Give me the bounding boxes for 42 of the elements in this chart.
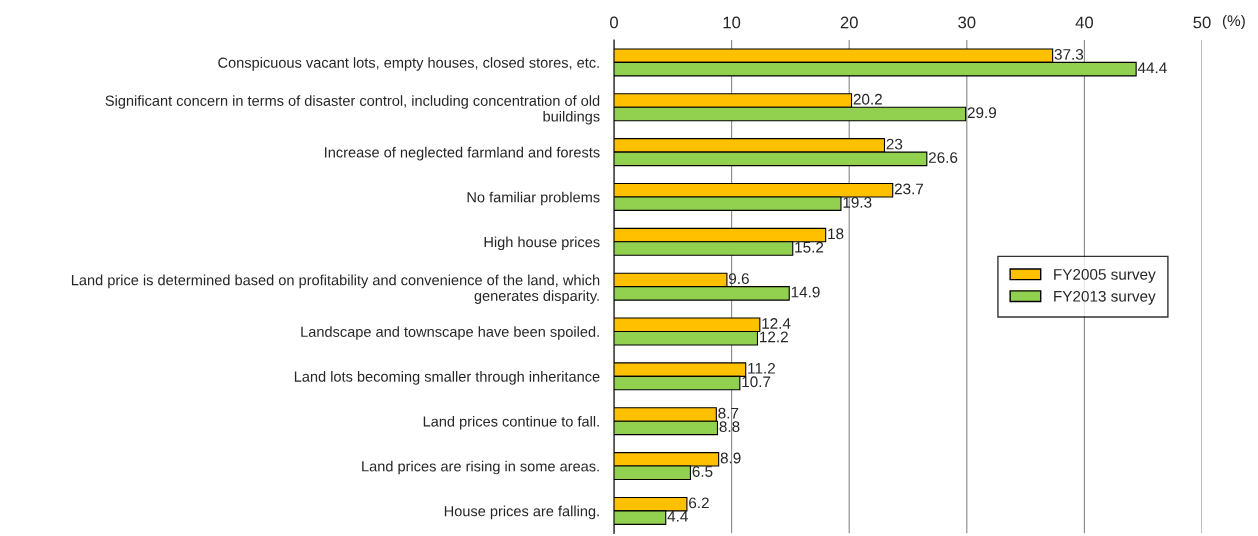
data-label: 6.5 — [692, 466, 713, 477]
y-tick-label: Land lots becoming smaller through inheritance — [294, 371, 600, 385]
y-tick-label: Land prices continue to fall. — [423, 415, 599, 430]
x-tick-label: 50 — [1193, 16, 1211, 29]
y-tick-label: High house prices — [484, 236, 600, 251]
data-label: 12.2 — [760, 331, 788, 343]
legend-label: FY2013 survey — [1054, 290, 1156, 305]
y-tick-label: Landscape and townscape have been spoiled. — [301, 326, 599, 340]
x-tick-label: 40 — [1075, 16, 1094, 29]
data-label: 15.2 — [795, 241, 824, 253]
data-label: 19.3 — [843, 196, 872, 208]
data-label: 20.2 — [853, 93, 882, 105]
x-tick-label: 20 — [840, 16, 858, 29]
data-label: 14.9 — [791, 286, 820, 298]
y-tick-label: Significant concern in terms of disaster control, including concentration of old buildings — [105, 95, 600, 125]
y-tick-label: House prices are falling. — [444, 505, 599, 520]
data-label: 10.7 — [742, 376, 771, 388]
data-label: 37.3 — [1054, 48, 1084, 60]
y-tick-label: Land price is determined based on profitability and convenience of the land, which generates disparity. — [71, 274, 600, 304]
data-label: 8.9 — [720, 452, 741, 464]
data-label: 6.2 — [689, 497, 709, 509]
data-label: 8.7 — [718, 407, 739, 419]
x-tick-label: 10 — [723, 16, 741, 29]
data-label: 44.4 — [1137, 62, 1167, 74]
data-label: 18 — [828, 228, 844, 240]
data-label: 12.4 — [762, 318, 791, 329]
data-label: 9.6 — [729, 273, 749, 285]
x-axis-title: (%) — [1222, 14, 1245, 30]
x-tick-label: 30 — [958, 16, 976, 29]
data-label: 23.7 — [894, 183, 924, 195]
legend-label: FY2005 survey — [1054, 269, 1156, 283]
y-tick-label: Conspicuous vacant lots, empty houses, closed stores, etc. — [218, 57, 599, 71]
y-tick-label: No familiar problems — [467, 191, 600, 206]
data-label: 26.6 — [928, 152, 958, 163]
y-tick-label: Land prices are rising in some areas. — [362, 460, 599, 475]
data-label: 23 — [886, 138, 903, 150]
x-tick-label: 0 — [610, 16, 618, 29]
data-label: 4.4 — [667, 511, 688, 522]
data-label: 11.2 — [748, 362, 775, 374]
data-label: 29.9 — [967, 107, 997, 119]
data-label: 8.8 — [719, 421, 740, 433]
y-tick-label: Increase of neglected farmland and forests — [325, 146, 600, 161]
